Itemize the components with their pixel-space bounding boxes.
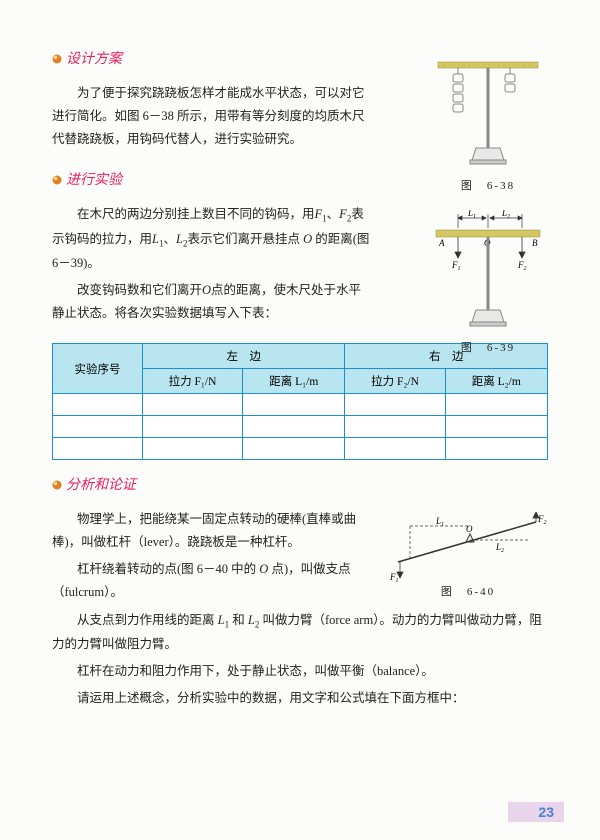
data-table: 实验序号 左 边 右 边 拉力 F₁/N 距离 L₁/m 拉力 F₂/N 距离 … — [52, 343, 548, 460]
bullet-icon — [52, 174, 62, 184]
analysis-p2: 杠杆绕着转动的点(图 6－40 中的 O 点)，叫做支点（fulcrum）。 — [52, 558, 372, 604]
svg-text:F1: F1 — [389, 572, 399, 582]
experiment-para2: 改变钩码数和它们离开O点的距离，使木尺处于水平静止状态。将各次实验数据填写入下表… — [52, 279, 372, 325]
heading-text: 分析和论证 — [66, 474, 136, 494]
experiment-para1: 在木尺的两边分别挂上数目不同的钩码，用F1、F2表示钩码的拉力，用L1、L2表示… — [52, 203, 372, 274]
svg-text:O: O — [466, 524, 473, 534]
bullet-icon — [52, 53, 62, 63]
th-l2: 距离 L₂/m — [445, 369, 547, 394]
page-content: 设计方案 为了便于探究跷跷板怎样才能成水平状态，可以对它进行简化。如图 6－38… — [0, 0, 600, 710]
figure-6-39-svg: L1 L2 A O B F1 F2 — [428, 210, 548, 330]
experiment-text-block: 在木尺的两边分别挂上数目不同的钩码，用F1、F2表示钩码的拉力，用L1、L2表示… — [52, 203, 372, 325]
heading-text: 设计方案 — [66, 48, 122, 68]
figure-6-40-caption: 图 6-40 — [388, 583, 548, 599]
th-exp-no: 实验序号 — [53, 344, 143, 394]
th-f2: 拉力 F₂/N — [345, 369, 445, 394]
analysis-p1: 物理学上，把能绕某一固定点转动的硬棒(直棒或曲棒)，叫做杠杆（lever）。跷跷… — [52, 508, 372, 554]
figure-6-38-caption: 图 6-38 — [428, 177, 548, 193]
analysis-p4: 杠杆在动力和阻力作用下，处于静止状态，叫做平衡（balance）。 — [52, 660, 548, 683]
figure-6-40-svg: L1 L2 O F1 F2 — [388, 512, 548, 582]
svg-text:F1: F1 — [451, 260, 461, 272]
design-para: 为了便于探究跷跷板怎样才能成水平状态，可以对它进行简化。如图 6－38 所示，用… — [52, 82, 372, 151]
svg-text:L2: L2 — [501, 210, 510, 220]
page-number: 23 — [508, 802, 564, 822]
table-row — [53, 438, 548, 460]
svg-text:L2: L2 — [495, 542, 504, 554]
heading-text: 进行实验 — [66, 169, 122, 189]
figure-6-38: 图 6-38 — [428, 48, 548, 193]
th-left: 左 边 — [143, 344, 345, 369]
figure-6-39: L1 L2 A O B F1 F2 图 6-39 — [428, 210, 548, 355]
analysis-p5: 请运用上述概念，分析实验中的数据，用文字和公式填在下面方框中： — [52, 687, 548, 710]
svg-text:F2: F2 — [537, 514, 547, 526]
th-f1: 拉力 F₁/N — [143, 369, 243, 394]
figure-6-38-svg — [428, 48, 548, 168]
table-row — [53, 394, 548, 416]
table-row — [53, 416, 548, 438]
svg-text:B: B — [532, 238, 538, 248]
analysis-p3: 从支点到力作用线的距离 L1 和 L2 叫做力臂（force arm）。动力的力… — [52, 609, 548, 656]
heading-analysis: 分析和论证 — [52, 474, 548, 494]
svg-text:F2: F2 — [517, 260, 527, 272]
design-text-block: 为了便于探究跷跷板怎样才能成水平状态，可以对它进行简化。如图 6－38 所示，用… — [52, 82, 372, 151]
analysis-block: 物理学上，把能绕某一固定点转动的硬棒(直棒或曲棒)，叫做杠杆（lever）。跷跷… — [52, 508, 548, 710]
svg-text:L1: L1 — [467, 210, 476, 220]
svg-text:A: A — [438, 238, 445, 248]
figure-6-40: L1 L2 O F1 F2 图 6-40 — [388, 512, 548, 599]
th-l1: 距离 L₁/m — [243, 369, 345, 394]
figure-6-39-caption: 图 6-39 — [428, 339, 548, 355]
bullet-icon — [52, 479, 62, 489]
